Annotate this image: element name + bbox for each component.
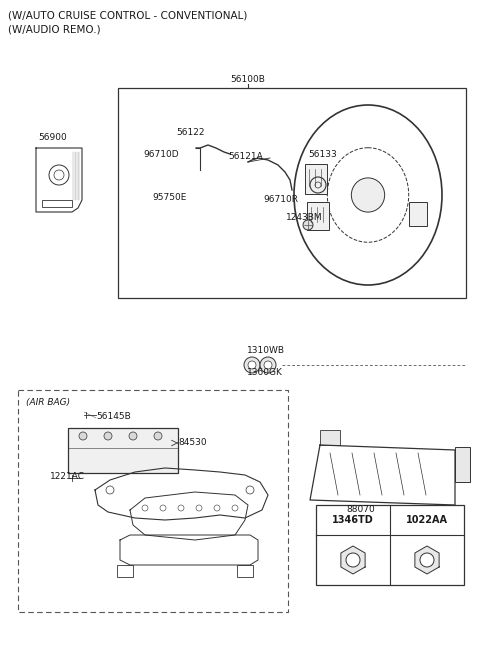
Circle shape <box>79 432 87 440</box>
Text: 95750E: 95750E <box>152 193 186 202</box>
Bar <box>307 202 329 230</box>
Bar <box>237 565 253 577</box>
Circle shape <box>303 220 313 230</box>
Text: (AIR BAG): (AIR BAG) <box>26 398 70 407</box>
Text: 96710D: 96710D <box>143 150 179 159</box>
Text: 1221AC: 1221AC <box>50 472 85 481</box>
Bar <box>316 505 464 585</box>
Bar <box>18 390 288 612</box>
Circle shape <box>420 553 434 567</box>
Bar <box>42 200 72 207</box>
Bar <box>117 565 133 577</box>
Text: 56122: 56122 <box>176 128 204 137</box>
Text: 1022AA: 1022AA <box>406 515 448 525</box>
Circle shape <box>244 357 260 373</box>
Text: 84530: 84530 <box>178 438 206 447</box>
Bar <box>455 447 470 482</box>
Text: 56145B: 56145B <box>96 412 131 421</box>
Bar <box>305 163 327 194</box>
Circle shape <box>260 357 276 373</box>
Circle shape <box>264 361 272 369</box>
Circle shape <box>346 553 360 567</box>
Bar <box>408 202 427 226</box>
Bar <box>68 428 178 473</box>
Text: 56900: 56900 <box>38 133 67 142</box>
Text: 1360GK: 1360GK <box>247 368 283 377</box>
Circle shape <box>154 432 162 440</box>
Text: 56133: 56133 <box>308 150 337 159</box>
Bar <box>320 430 340 445</box>
Text: (W/AUTO CRUISE CONTROL - CONVENTIONAL): (W/AUTO CRUISE CONTROL - CONVENTIONAL) <box>8 10 247 20</box>
Text: (W/AUDIO REMO.): (W/AUDIO REMO.) <box>8 24 101 34</box>
Text: 96710R: 96710R <box>263 195 298 204</box>
Text: 1346TD: 1346TD <box>332 515 374 525</box>
Circle shape <box>104 432 112 440</box>
Circle shape <box>129 432 137 440</box>
Text: 56100B: 56100B <box>230 75 265 84</box>
Text: 1243BM: 1243BM <box>286 213 323 222</box>
Ellipse shape <box>351 178 384 212</box>
Text: 88070: 88070 <box>346 505 375 514</box>
Circle shape <box>248 361 256 369</box>
Polygon shape <box>415 546 439 574</box>
Bar <box>118 88 466 298</box>
Polygon shape <box>341 546 365 574</box>
Text: 56121A: 56121A <box>228 152 263 161</box>
Text: 1310WB: 1310WB <box>247 346 285 355</box>
